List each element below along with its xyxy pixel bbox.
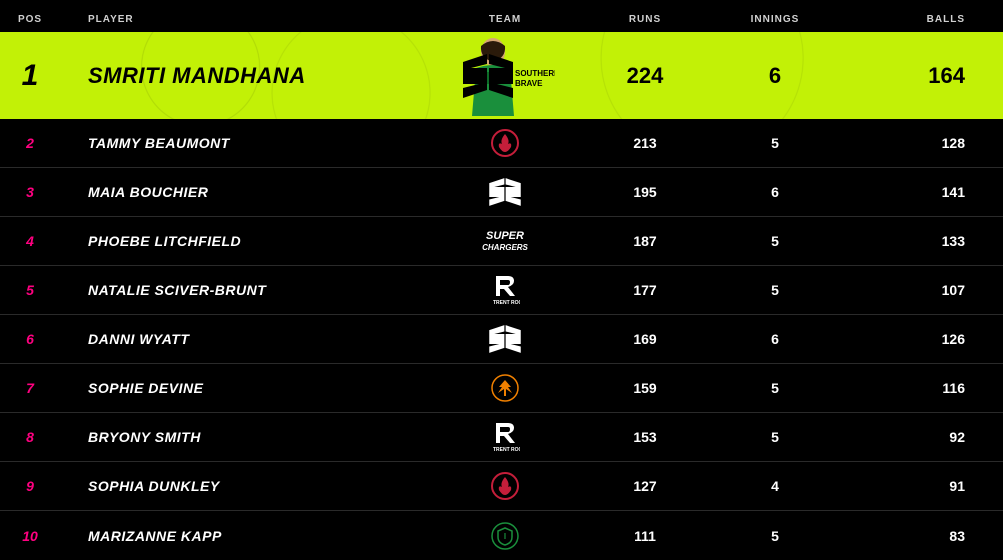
table-row: 4 PHOEBE LITCHFIELD SUPER CHARGERS 187 5…: [0, 217, 1003, 266]
row-runs: 195: [580, 184, 710, 200]
row-pos: 5: [0, 282, 60, 298]
header-pos: POS: [0, 14, 60, 25]
team-logo-icon: SOUTHERN BRAVE: [430, 178, 580, 206]
row-pos: 3: [0, 184, 60, 200]
svg-text:TRENT ROCKETS: TRENT ROCKETS: [493, 300, 520, 306]
row-player: DANNI WYATT: [60, 331, 430, 347]
row-balls: 107: [840, 282, 995, 298]
row-innings: 5: [710, 135, 840, 151]
row-innings: 5: [710, 380, 840, 396]
svg-text:CHARGERS: CHARGERS: [482, 243, 528, 252]
row-player: SOPHIE DEVINE: [60, 380, 430, 396]
team-logo-icon: TRENT ROCKETS: [430, 421, 580, 453]
svg-text:SOUTHERN: SOUTHERN: [515, 69, 555, 78]
row-pos: 6: [0, 331, 60, 347]
row-innings: 6: [710, 331, 840, 347]
table-row: 9 SOPHIA DUNKLEY 127 4 91: [0, 462, 1003, 511]
table-row: 6 DANNI WYATT SOUTHERN BRAVE 169 6 126: [0, 315, 1003, 364]
feature-runs: 224: [580, 63, 710, 89]
row-runs: 127: [580, 478, 710, 494]
row-runs: 111: [580, 528, 710, 544]
row-runs: 169: [580, 331, 710, 347]
row-innings: 6: [710, 184, 840, 200]
header-balls: BALLS: [840, 14, 995, 25]
table-row: 2 TAMMY BEAUMONT 213 5 128: [0, 119, 1003, 168]
rows-container: 2 TAMMY BEAUMONT 213 5 128 3 MAIA BOUCHI…: [0, 119, 1003, 560]
row-balls: 116: [840, 380, 995, 396]
team-logo-icon: TRENT ROCKETS: [430, 274, 580, 306]
row-innings: 5: [710, 429, 840, 445]
row-balls: 83: [840, 528, 995, 544]
row-player: NATALIE SCIVER-BRUNT: [60, 282, 430, 298]
row-runs: 159: [580, 380, 710, 396]
team-logo-icon: [430, 373, 580, 403]
team-logo-icon: SOUTHERN BRAVE: [430, 325, 580, 353]
table-row: 8 BRYONY SMITH TRENT ROCKETS 153 5 92: [0, 413, 1003, 462]
row-balls: 92: [840, 429, 995, 445]
row-player: MAIA BOUCHIER: [60, 184, 430, 200]
row-runs: 213: [580, 135, 710, 151]
row-runs: 177: [580, 282, 710, 298]
row-pos: 7: [0, 380, 60, 396]
table-row: 10 MARIZANNE KAPP I 111 5 83: [0, 511, 1003, 560]
feature-team-logo: SOUTHERN BRAVE: [430, 32, 580, 119]
feature-innings: 6: [710, 63, 840, 89]
header-row: POS PLAYER TEAM RUNS INNINGS BALLS: [0, 0, 1003, 32]
row-balls: 133: [840, 233, 995, 249]
row-pos: 8: [0, 429, 60, 445]
header-team: TEAM: [430, 14, 580, 25]
team-logo-icon: SUPER CHARGERS: [430, 226, 580, 256]
row-balls: 128: [840, 135, 995, 151]
team-logo-icon: [430, 471, 580, 501]
table-row: 7 SOPHIE DEVINE 159 5 116: [0, 364, 1003, 413]
header-player: PLAYER: [60, 14, 430, 25]
row-balls: 141: [840, 184, 995, 200]
row-balls: 91: [840, 478, 995, 494]
svg-text:BRAVE: BRAVE: [515, 79, 543, 88]
leaderboard-table: POS PLAYER TEAM RUNS INNINGS BALLS 1 SMR…: [0, 0, 1003, 560]
row-pos: 9: [0, 478, 60, 494]
row-innings: 5: [710, 282, 840, 298]
svg-text:SUPER: SUPER: [486, 230, 524, 242]
feature-row: 1 SMRITI MANDHANA SOUTHERN BRAVE 224 6 1…: [0, 32, 1003, 119]
row-player: PHOEBE LITCHFIELD: [60, 233, 430, 249]
feature-pos: 1: [0, 59, 60, 93]
feature-player: SMRITI MANDHANA: [60, 63, 430, 89]
row-player: MARIZANNE KAPP: [60, 528, 430, 544]
svg-text:I: I: [504, 532, 506, 541]
row-pos: 2: [0, 135, 60, 151]
team-logo-icon: [430, 128, 580, 158]
feature-balls: 164: [840, 63, 995, 89]
row-player: BRYONY SMITH: [60, 429, 430, 445]
row-player: SOPHIA DUNKLEY: [60, 478, 430, 494]
header-innings: INNINGS: [710, 14, 840, 25]
row-runs: 153: [580, 429, 710, 445]
row-innings: 5: [710, 233, 840, 249]
table-row: 5 NATALIE SCIVER-BRUNT TRENT ROCKETS 177…: [0, 266, 1003, 315]
row-pos: 10: [0, 528, 60, 544]
row-innings: 4: [710, 478, 840, 494]
row-balls: 126: [840, 331, 995, 347]
svg-text:TRENT ROCKETS: TRENT ROCKETS: [493, 447, 520, 453]
header-runs: RUNS: [580, 14, 710, 25]
row-innings: 5: [710, 528, 840, 544]
team-logo-icon: I: [430, 521, 580, 551]
row-pos: 4: [0, 233, 60, 249]
table-row: 3 MAIA BOUCHIER SOUTHERN BRAVE 195 6 141: [0, 168, 1003, 217]
row-runs: 187: [580, 233, 710, 249]
row-player: TAMMY BEAUMONT: [60, 135, 430, 151]
